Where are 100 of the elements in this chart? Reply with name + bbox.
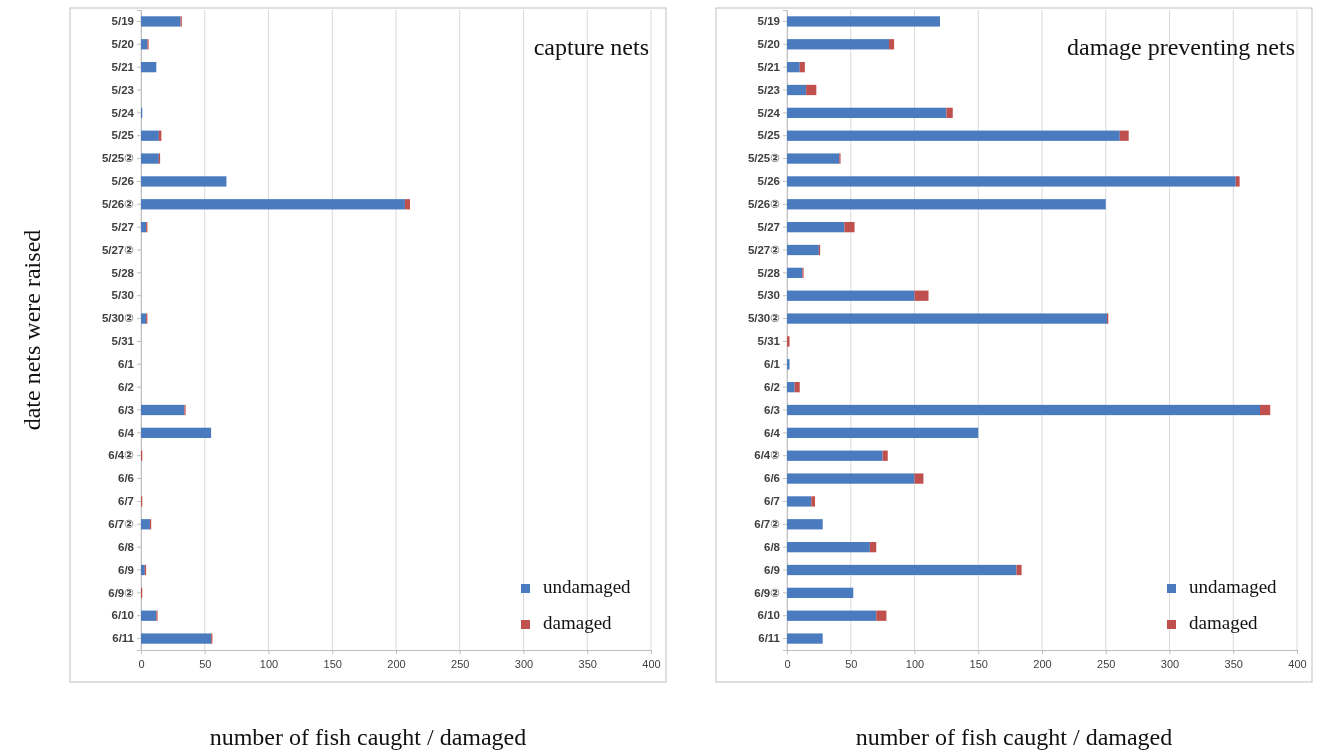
legend-label: undamaged xyxy=(1189,576,1278,597)
y-tick-label: 6/4② xyxy=(754,449,780,462)
y-tick-label: 5/26 xyxy=(757,175,780,188)
bar xyxy=(806,84,817,96)
y-tick-label: 5/30② xyxy=(101,312,134,325)
bar xyxy=(914,473,924,484)
bar xyxy=(794,382,800,393)
bar xyxy=(787,62,800,73)
legend-label: damaged xyxy=(543,612,613,633)
bar xyxy=(882,450,888,461)
bar xyxy=(787,633,823,644)
bar xyxy=(141,519,150,530)
bar xyxy=(787,16,940,27)
y-tick-label: 5/21 xyxy=(757,60,781,73)
y-tick-label: 5/30 xyxy=(757,289,780,302)
x-tick-label: 150 xyxy=(323,658,342,670)
bar xyxy=(787,404,1261,416)
bar xyxy=(811,496,816,507)
y-tick-label: 5/27② xyxy=(747,243,780,256)
y-tick-label: 6/8 xyxy=(764,540,781,553)
x-tick-label: 0 xyxy=(138,658,145,670)
y-tick-label: 6/10 xyxy=(757,609,780,622)
bar xyxy=(787,107,947,118)
x-tick-label: 250 xyxy=(1097,658,1116,670)
y-tick-label: 5/24 xyxy=(757,106,781,119)
bar xyxy=(869,542,877,553)
x-tick-label: 400 xyxy=(1288,658,1307,670)
bar xyxy=(787,130,1120,141)
y-tick-label: 6/4② xyxy=(108,449,134,462)
y-tick-label: 5/21 xyxy=(111,60,135,73)
bar xyxy=(787,496,812,507)
y-tick-label: 6/6 xyxy=(118,472,134,485)
bar xyxy=(404,199,411,210)
y-tick-label: 6/7 xyxy=(118,495,134,508)
x-tick-label: 0 xyxy=(784,658,791,670)
y-tick-label: 6/7 xyxy=(764,495,780,508)
bar xyxy=(141,404,185,416)
y-tick-label: 6/8 xyxy=(118,540,135,553)
bar xyxy=(787,542,870,553)
y-tick-label: 5/25 xyxy=(757,129,781,142)
y-tick-label: 5/23 xyxy=(111,83,134,96)
y-tick-label: 5/25② xyxy=(101,152,134,165)
y-tick-label: 5/30② xyxy=(747,312,780,325)
y-tick-label: 5/26② xyxy=(747,197,780,210)
y-tick-label: 5/25② xyxy=(747,152,780,165)
bar xyxy=(787,290,915,301)
y-tick-label: 5/28 xyxy=(111,266,135,279)
y-tick-label: 5/20 xyxy=(111,37,134,50)
bar xyxy=(141,39,148,50)
bar xyxy=(787,153,840,164)
x-tick-label: 300 xyxy=(514,658,534,670)
bar xyxy=(787,587,854,598)
bar xyxy=(787,313,1108,324)
bar xyxy=(787,176,1236,187)
y-tick-label: 6/6 xyxy=(764,472,780,485)
bar xyxy=(787,519,823,530)
y-tick-label: 5/30 xyxy=(111,289,134,302)
bar xyxy=(1235,176,1240,187)
bar xyxy=(787,473,915,484)
y-tick-label: 5/27② xyxy=(101,243,134,256)
x-tick-label: 200 xyxy=(1033,658,1052,670)
bar xyxy=(787,427,979,438)
bar xyxy=(946,107,953,118)
bar xyxy=(141,313,147,324)
bar xyxy=(141,176,227,187)
y-tick-label: 6/7② xyxy=(108,517,134,530)
y-tick-label: 6/9② xyxy=(108,586,134,599)
y-tick-label: 5/19 xyxy=(757,15,780,28)
y-tick-label: 6/9 xyxy=(118,563,134,576)
y-tick-label: 6/11 xyxy=(758,632,781,645)
x-tick-label: 150 xyxy=(969,658,988,670)
text: damage preventing nets xyxy=(1067,34,1295,60)
bar xyxy=(141,427,212,438)
bar xyxy=(787,244,819,256)
bar xyxy=(787,382,795,393)
x-tick-label: 350 xyxy=(1224,658,1243,670)
y-tick-label: 6/11 xyxy=(112,632,135,645)
bar xyxy=(141,16,181,27)
y-tick-label: 5/19 xyxy=(111,15,134,28)
bar xyxy=(141,199,405,210)
y-tick-label: 5/31 xyxy=(757,335,781,348)
bar xyxy=(787,359,790,370)
y-tick-label: 6/9② xyxy=(754,586,780,599)
bar xyxy=(787,84,807,96)
bar xyxy=(787,222,845,233)
y-tick-label: 5/20 xyxy=(757,37,780,50)
bar xyxy=(787,610,877,621)
y-tick-label: 6/2 xyxy=(118,380,134,393)
bar xyxy=(141,153,159,164)
legend-label: damaged xyxy=(1189,612,1259,633)
bar xyxy=(141,130,159,141)
x-tick-label: 50 xyxy=(199,658,212,670)
x-tick-label: 50 xyxy=(845,658,858,670)
text: capture nets xyxy=(533,34,649,60)
y-tick-label: 5/31 xyxy=(111,335,135,348)
bar xyxy=(799,62,805,73)
x-axis-title: number of fish caught / damaged xyxy=(209,724,527,750)
bar xyxy=(787,267,803,278)
y-tick-label: 6/3 xyxy=(764,403,780,416)
x-tick-label: 300 xyxy=(1160,658,1180,670)
